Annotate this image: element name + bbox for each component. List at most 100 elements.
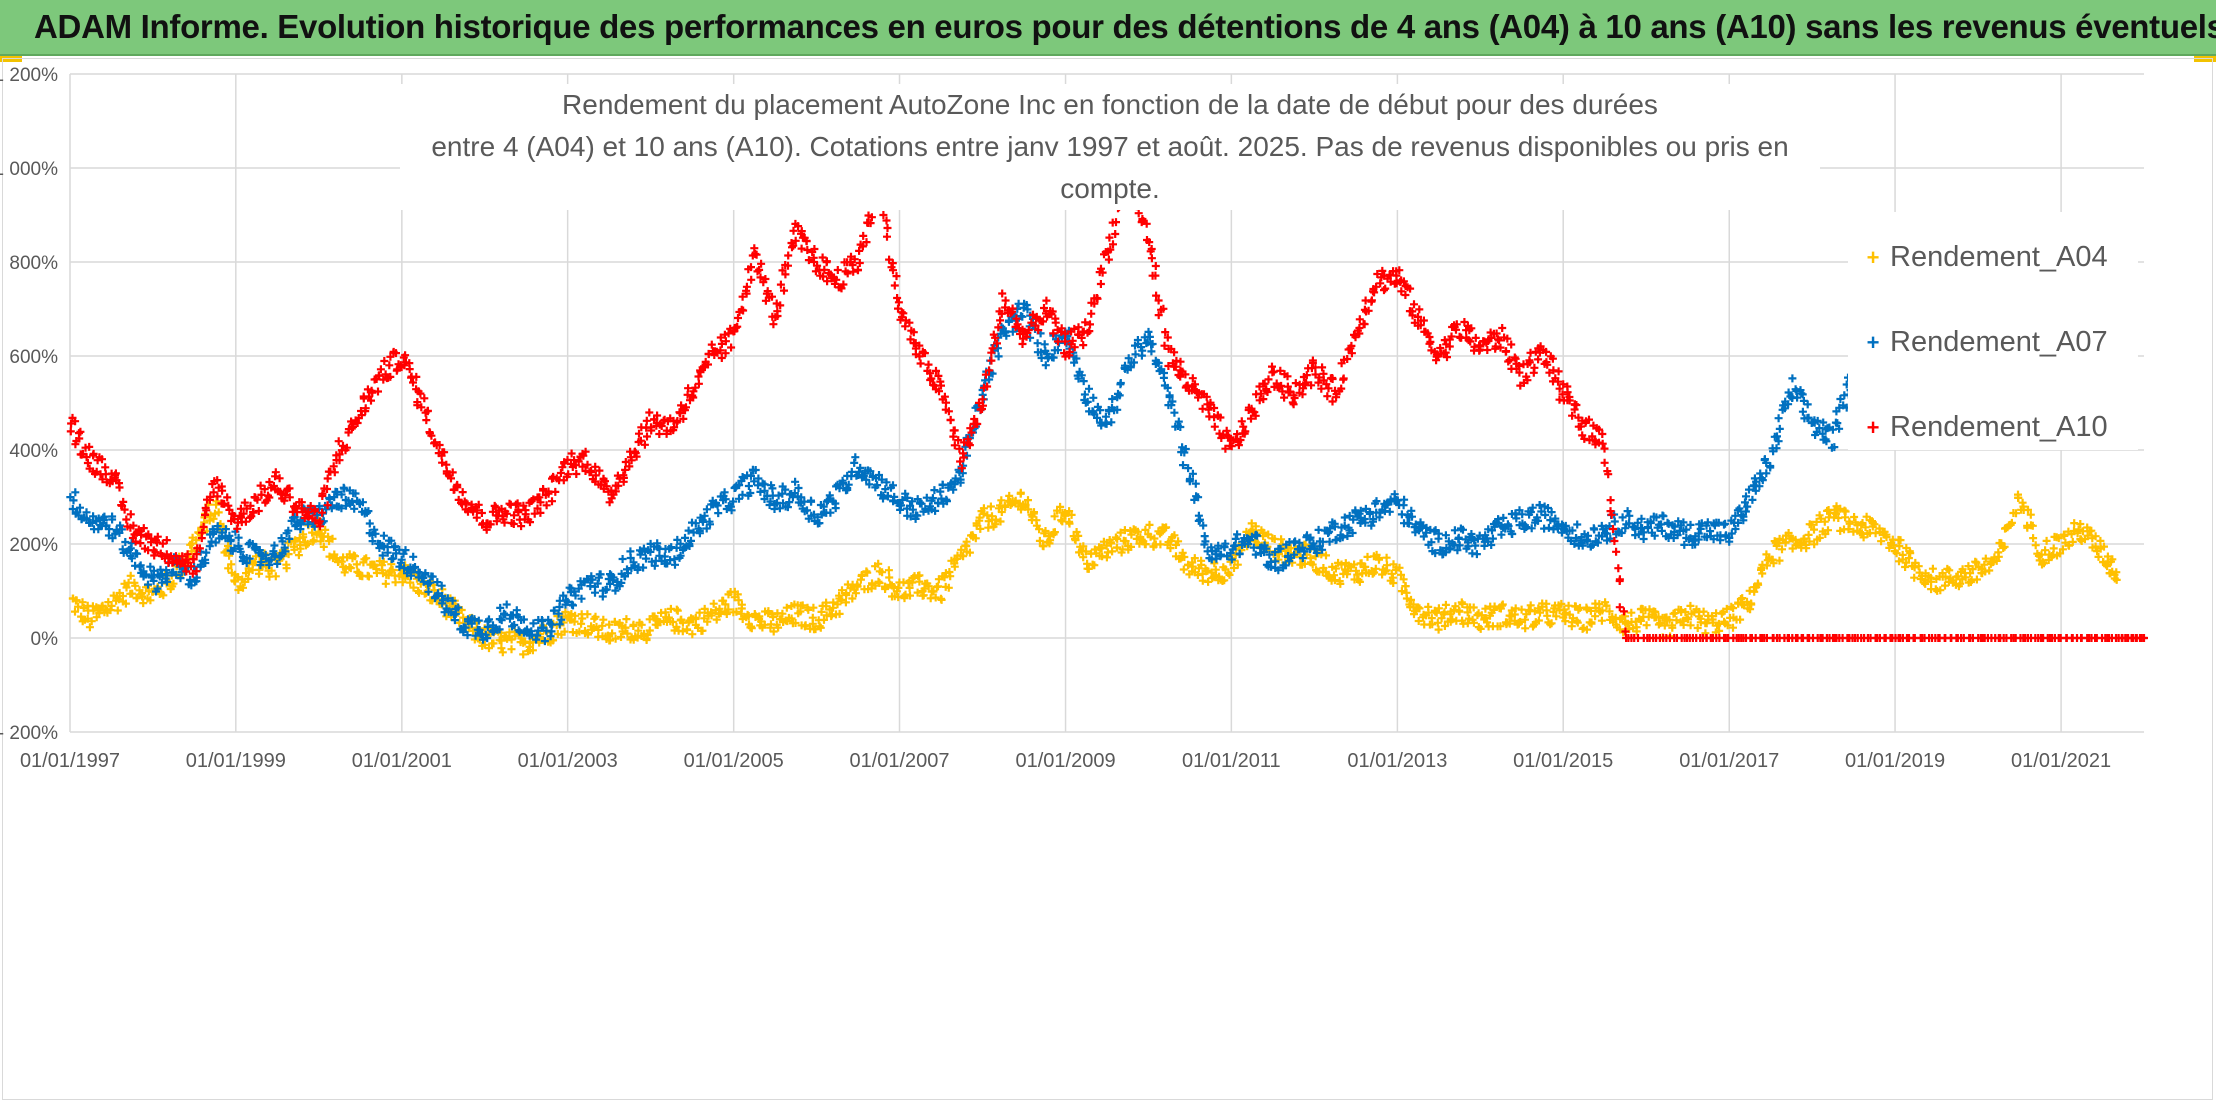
data-point bbox=[1525, 358, 1534, 367]
data-point bbox=[1235, 549, 1244, 558]
data-point bbox=[1803, 400, 1812, 409]
data-point bbox=[835, 484, 844, 493]
data-point bbox=[271, 572, 280, 581]
data-point bbox=[1498, 324, 1507, 332]
data-point bbox=[1810, 540, 1819, 549]
data-point bbox=[1324, 384, 1333, 393]
data-point bbox=[1204, 577, 1213, 586]
data-point bbox=[159, 591, 168, 600]
data-point bbox=[1483, 618, 1491, 627]
data-point bbox=[865, 480, 874, 489]
data-point bbox=[798, 601, 807, 610]
data-point bbox=[1166, 537, 1175, 545]
data-point bbox=[1237, 417, 1246, 426]
data-point bbox=[1277, 381, 1286, 390]
data-point bbox=[2102, 560, 2111, 569]
data-point bbox=[1607, 510, 1616, 519]
data-point bbox=[374, 387, 382, 396]
data-point bbox=[1111, 533, 1120, 542]
data-point bbox=[315, 517, 324, 526]
data-point bbox=[621, 458, 630, 466]
data-point bbox=[75, 434, 84, 443]
data-point bbox=[694, 379, 703, 388]
data-point bbox=[776, 280, 785, 289]
data-point bbox=[754, 474, 763, 483]
data-point bbox=[1543, 611, 1552, 620]
data-point bbox=[438, 458, 447, 467]
data-point bbox=[469, 507, 478, 516]
data-point bbox=[486, 520, 495, 529]
data-point bbox=[528, 646, 537, 655]
data-point bbox=[1679, 518, 1688, 527]
data-point bbox=[1618, 513, 1627, 522]
data-point bbox=[1508, 530, 1517, 538]
data-point bbox=[1180, 553, 1189, 561]
data-point bbox=[603, 631, 612, 640]
data-point bbox=[1079, 553, 1088, 562]
data-point bbox=[387, 536, 396, 545]
data-point bbox=[838, 476, 847, 485]
data-point bbox=[707, 611, 716, 620]
data-point bbox=[1999, 544, 2008, 552]
data-point bbox=[622, 615, 631, 624]
data-point bbox=[787, 614, 796, 623]
data-point bbox=[1171, 362, 1180, 371]
data-point bbox=[437, 581, 446, 590]
data-point bbox=[1762, 469, 1771, 478]
data-point bbox=[71, 440, 80, 449]
data-point bbox=[1057, 324, 1066, 333]
data-point bbox=[614, 481, 623, 490]
data-point bbox=[1469, 618, 1478, 627]
data-point bbox=[950, 562, 959, 571]
data-point bbox=[1400, 495, 1409, 504]
data-point bbox=[1306, 533, 1315, 542]
data-point bbox=[304, 520, 313, 529]
data-point bbox=[908, 578, 917, 587]
data-point bbox=[602, 585, 611, 594]
y-tick-label: 800% bbox=[9, 253, 58, 274]
data-point bbox=[1027, 318, 1036, 327]
data-point bbox=[1467, 324, 1476, 333]
data-point bbox=[1721, 519, 1730, 528]
data-point bbox=[316, 537, 325, 546]
data-point bbox=[996, 517, 1005, 526]
data-point bbox=[1227, 442, 1236, 451]
data-point bbox=[1265, 550, 1274, 559]
data-point bbox=[1590, 525, 1599, 534]
data-point bbox=[1251, 411, 1260, 420]
data-point bbox=[1151, 262, 1160, 270]
data-point bbox=[249, 508, 258, 517]
data-point bbox=[1174, 417, 1183, 426]
data-point bbox=[1521, 624, 1530, 633]
data-point bbox=[424, 587, 433, 596]
data-point bbox=[406, 578, 415, 587]
data-point bbox=[583, 460, 592, 469]
data-point bbox=[471, 631, 480, 640]
data-point bbox=[87, 617, 96, 626]
data-point bbox=[645, 626, 654, 635]
data-point bbox=[1216, 413, 1225, 422]
data-point bbox=[131, 581, 140, 590]
data-point bbox=[1188, 374, 1197, 383]
data-point bbox=[244, 564, 253, 573]
data-point bbox=[632, 452, 641, 461]
data-point bbox=[1723, 621, 1732, 630]
data-point bbox=[2091, 532, 2100, 541]
data-point bbox=[536, 508, 545, 517]
data-point bbox=[1191, 479, 1200, 488]
x-tick-label: 01/01/2009 bbox=[1015, 750, 1115, 772]
data-point bbox=[1074, 531, 1083, 540]
data-point bbox=[379, 531, 388, 540]
data-point bbox=[318, 489, 327, 498]
data-point bbox=[934, 582, 942, 591]
data-point bbox=[944, 583, 953, 592]
data-point bbox=[256, 481, 265, 490]
data-point bbox=[796, 607, 805, 616]
data-point bbox=[884, 566, 893, 575]
data-point bbox=[337, 557, 346, 566]
data-point bbox=[1065, 519, 1074, 528]
data-point bbox=[1330, 519, 1339, 528]
data-point bbox=[780, 286, 788, 295]
data-point bbox=[1557, 599, 1566, 608]
data-point bbox=[1664, 519, 1673, 528]
